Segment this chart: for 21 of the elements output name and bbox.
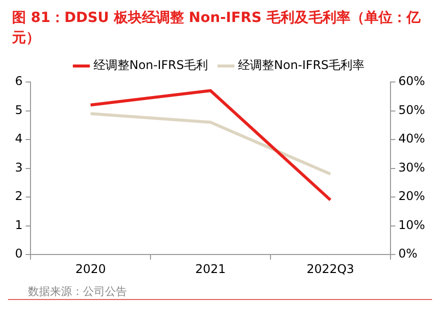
y2-tick-label: 20% [398,189,425,204]
y-tick-label: 5 [14,102,23,117]
y2-tick-label: 10% [398,218,425,232]
y-tick-label: 2 [14,189,23,204]
y2-tick-label: 0% [398,246,418,261]
y-tick-label: 1 [14,218,23,232]
legend-label: 经调整Non-IFRS毛利 [93,58,208,72]
y2-tick-label: 30% [398,160,425,174]
y2-tick-label: 60% [398,74,425,88]
legend-label: 经调整Non-IFRS毛利率 [238,58,365,72]
x-tick-label: 2020 [75,262,106,276]
y-tick-label: 3 [14,160,23,174]
x-tick-label: 2021 [195,262,226,276]
y2-tick-label: 40% [398,132,425,146]
source-note: 数据来源：公司公告 [8,280,432,300]
chart-title: 图 81：DDSU 板块经调整 Non-IFRS 毛利及毛利率（单位：亿元） [11,8,422,48]
y-tick-label: 0 [14,246,23,261]
y-tick-label: 4 [14,132,23,146]
x-tick-label: 2022Q3 [306,262,354,276]
y-tick-label: 6 [14,74,23,88]
y2-tick-label: 50% [398,102,425,117]
